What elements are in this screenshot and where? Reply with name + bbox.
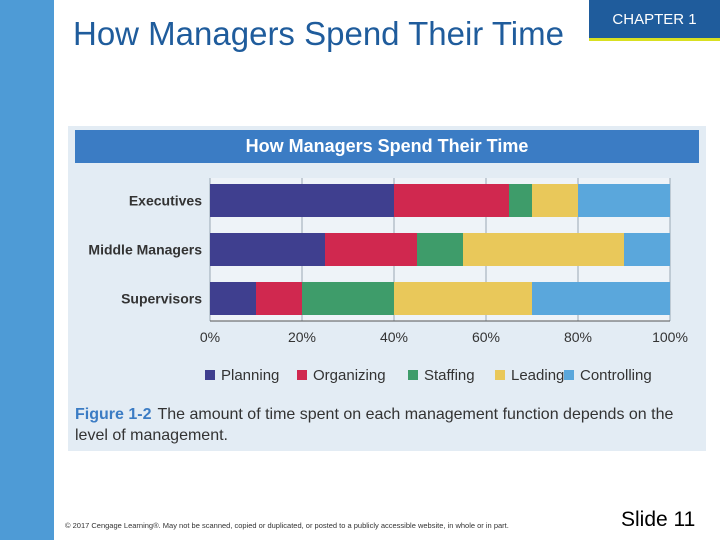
category-label: Executives	[129, 193, 202, 209]
figure-label: Figure 1-2	[75, 406, 152, 423]
figure-panel: How Managers Spend Their Time Executives…	[68, 126, 706, 451]
legend-swatch	[297, 370, 307, 380]
legend-label: Controlling	[580, 367, 652, 384]
bar-segment	[532, 184, 578, 217]
x-tick-label: 100%	[652, 329, 688, 345]
x-tick-label: 0%	[200, 329, 220, 345]
legend-label: Planning	[221, 367, 279, 384]
chart-title: How Managers Spend Their Time	[75, 130, 699, 163]
bar-segment	[210, 233, 325, 266]
x-tick-label: 60%	[472, 329, 500, 345]
bar-segment	[509, 184, 532, 217]
legend-swatch	[205, 370, 215, 380]
stacked-bar-chart: Executives Middle Managers Supervisors 0% 20…	[88, 178, 688, 384]
figure-caption: Figure 1-2 The amount of time spent on ea…	[75, 404, 695, 446]
category-label: Middle Managers	[88, 242, 202, 258]
bar-segment	[394, 184, 509, 217]
bar-segment	[417, 233, 463, 266]
legend-swatch	[408, 370, 418, 380]
slide-title: How Managers Spend Their Time	[73, 15, 564, 52]
bar-segment	[394, 282, 532, 315]
bar-segment	[532, 282, 670, 315]
legend-swatch	[564, 370, 574, 380]
x-tick-label: 20%	[288, 329, 316, 345]
figure-caption-text: The amount of time spent on each managem…	[75, 406, 674, 444]
bar-segment	[256, 282, 302, 315]
category-label: Supervisors	[121, 291, 202, 307]
left-accent-bar	[0, 0, 54, 540]
x-tick-label: 40%	[380, 329, 408, 345]
legend-label: Staffing	[424, 367, 475, 384]
copyright-notice: © 2017 Cengage Learning®. May not be sca…	[65, 521, 509, 530]
bar-segment	[578, 184, 670, 217]
legend-label: Organizing	[313, 367, 386, 384]
legend-label: Leading	[511, 367, 564, 384]
bar-segment	[302, 282, 394, 315]
bar-segment	[210, 184, 394, 217]
bar-segment	[463, 233, 624, 266]
bar-segment	[325, 233, 417, 266]
bar-segment	[624, 233, 670, 266]
legend-swatch	[495, 370, 505, 380]
bar-segment	[210, 282, 256, 315]
x-tick-label: 80%	[564, 329, 592, 345]
chapter-badge: CHAPTER 1	[589, 0, 720, 41]
slide-number: Slide 11	[621, 508, 696, 531]
